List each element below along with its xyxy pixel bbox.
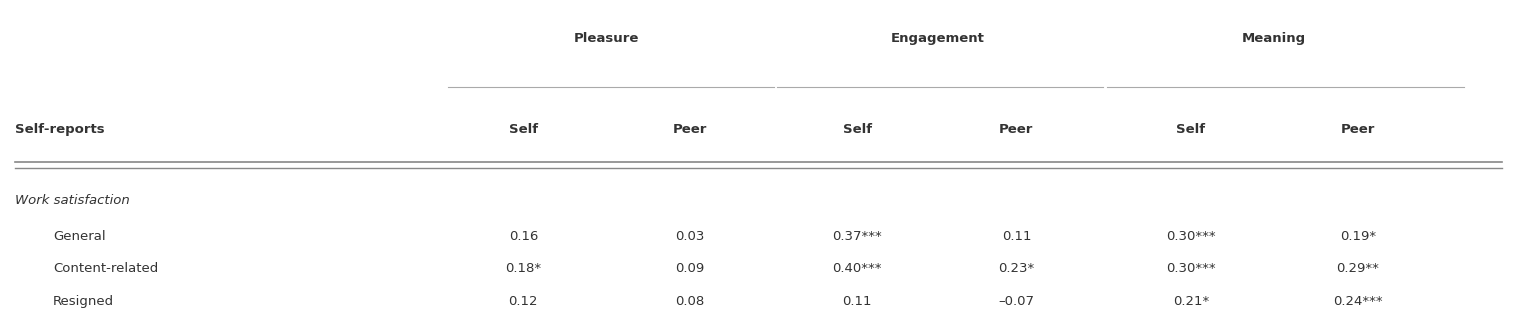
- Text: 0.11: 0.11: [842, 295, 872, 308]
- Text: 0.30***: 0.30***: [1167, 262, 1215, 275]
- Text: Work satisfaction: Work satisfaction: [15, 194, 130, 207]
- Text: 0.08: 0.08: [675, 295, 705, 308]
- Text: Self: Self: [1176, 123, 1206, 136]
- Text: Self-reports: Self-reports: [15, 123, 105, 136]
- Text: 0.21*: 0.21*: [1173, 295, 1209, 308]
- Text: –0.07: –0.07: [998, 295, 1035, 308]
- Text: 0.19*: 0.19*: [1340, 230, 1376, 243]
- Text: Peer: Peer: [674, 123, 707, 136]
- Text: Content-related: Content-related: [53, 262, 158, 275]
- Text: 0.11: 0.11: [1001, 230, 1032, 243]
- Text: 0.16: 0.16: [508, 230, 539, 243]
- Text: Engagement: Engagement: [890, 32, 985, 45]
- Text: 0.37***: 0.37***: [833, 230, 881, 243]
- Text: Resigned: Resigned: [53, 295, 114, 308]
- Text: Peer: Peer: [1000, 123, 1033, 136]
- Text: Self: Self: [842, 123, 872, 136]
- Text: Meaning: Meaning: [1242, 32, 1306, 45]
- Text: Peer: Peer: [1341, 123, 1374, 136]
- Text: 0.09: 0.09: [675, 262, 705, 275]
- Text: 0.40***: 0.40***: [833, 262, 881, 275]
- Text: 0.12: 0.12: [508, 295, 539, 308]
- Text: 0.23*: 0.23*: [998, 262, 1035, 275]
- Text: 0.30***: 0.30***: [1167, 230, 1215, 243]
- Text: Self: Self: [508, 123, 539, 136]
- Text: General: General: [53, 230, 106, 243]
- Text: 0.29**: 0.29**: [1336, 262, 1379, 275]
- Text: Pleasure: Pleasure: [573, 32, 640, 45]
- Text: 0.03: 0.03: [675, 230, 705, 243]
- Text: 0.18*: 0.18*: [505, 262, 542, 275]
- Text: 0.24***: 0.24***: [1333, 295, 1382, 308]
